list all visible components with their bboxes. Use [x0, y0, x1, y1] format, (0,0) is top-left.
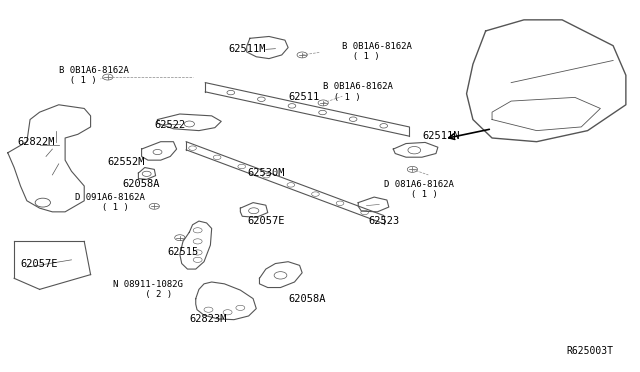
Text: 62058A: 62058A [289, 294, 326, 304]
Text: R625003T: R625003T [566, 346, 613, 356]
Text: 62530M: 62530M [247, 168, 285, 178]
Text: N 08911-1082G
      ( 2 ): N 08911-1082G ( 2 ) [113, 280, 183, 299]
Text: 62057E: 62057E [247, 216, 285, 226]
Text: B 0B1A6-8162A
  ( 1 ): B 0B1A6-8162A ( 1 ) [342, 42, 412, 61]
Text: 62511M: 62511M [228, 44, 266, 54]
Text: 62552M: 62552M [107, 157, 145, 167]
Text: 62515: 62515 [168, 247, 198, 257]
Text: 62522: 62522 [155, 120, 186, 130]
Text: D 081A6-8162A
     ( 1 ): D 081A6-8162A ( 1 ) [384, 180, 454, 199]
Text: D 091A6-8162A
     ( 1 ): D 091A6-8162A ( 1 ) [75, 193, 145, 212]
Text: 62057E: 62057E [21, 259, 58, 269]
Text: 62823M: 62823M [189, 314, 227, 324]
Text: 62523: 62523 [368, 216, 399, 226]
Text: 62822M: 62822M [18, 137, 55, 147]
Text: 62058A: 62058A [123, 179, 161, 189]
Text: 62511: 62511 [289, 92, 320, 102]
Text: 62511N: 62511N [422, 131, 460, 141]
Text: B 0B1A6-8162A
  ( 1 ): B 0B1A6-8162A ( 1 ) [323, 82, 393, 102]
Text: B 0B1A6-8162A
  ( 1 ): B 0B1A6-8162A ( 1 ) [59, 65, 129, 85]
